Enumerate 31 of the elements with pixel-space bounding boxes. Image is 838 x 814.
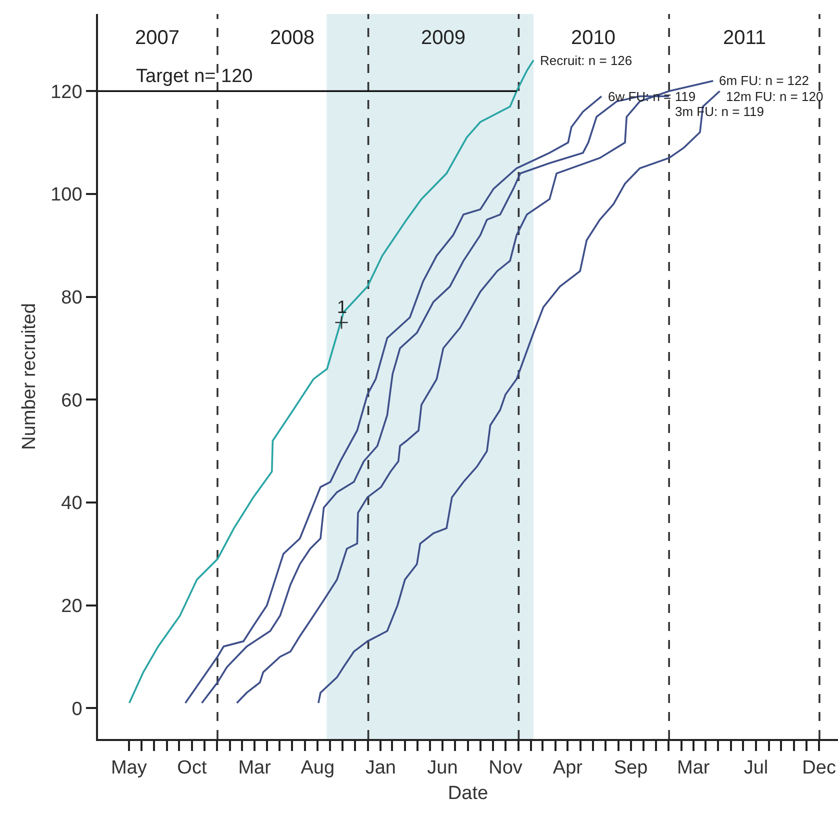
annotation: 12m FU: n = 120 <box>726 89 824 104</box>
x-tick-label: Apr <box>552 758 584 779</box>
y-tick-label: 40 <box>61 493 82 514</box>
x-tick-label: Mar <box>677 758 710 779</box>
y-tick-label: 100 <box>50 184 82 206</box>
y-tick-label: 20 <box>61 596 82 617</box>
x-tick-label: Jun <box>427 758 458 779</box>
x-tick-label: Nov <box>488 758 523 779</box>
y-tick-label: 120 <box>50 82 82 103</box>
x-tick-label: Jan <box>365 758 396 779</box>
y-axis-title: Number recruited <box>18 303 40 450</box>
annotation: 1 <box>337 297 348 317</box>
y-tick-label: 60 <box>61 390 82 412</box>
y-tick-label: 80 <box>61 287 82 308</box>
annotation: Recruit: n = 126 <box>540 53 632 68</box>
x-tick-label: Dec <box>802 758 836 779</box>
annotation: 2007 <box>135 27 180 49</box>
x-tick-label: Aug <box>300 758 335 779</box>
annotation: 2011 <box>723 27 766 49</box>
y-tick-label: 0 <box>72 698 82 720</box>
x-tick-label: Jul <box>744 758 768 779</box>
annotation: 2009 <box>421 27 466 49</box>
x-tick-label: May <box>110 758 148 779</box>
x-tick-label: Sep <box>614 758 648 779</box>
annotation: 2008 <box>270 27 314 49</box>
x-tick-label: Oct <box>177 758 208 779</box>
annotation: 2010 <box>571 27 616 49</box>
x-tick-label: Mar <box>238 758 272 779</box>
annotation: 6m FU: n = 122 <box>719 73 809 88</box>
x-axis-title: Date <box>448 783 488 804</box>
ref-line-label: Target n= 120 <box>136 66 253 87</box>
